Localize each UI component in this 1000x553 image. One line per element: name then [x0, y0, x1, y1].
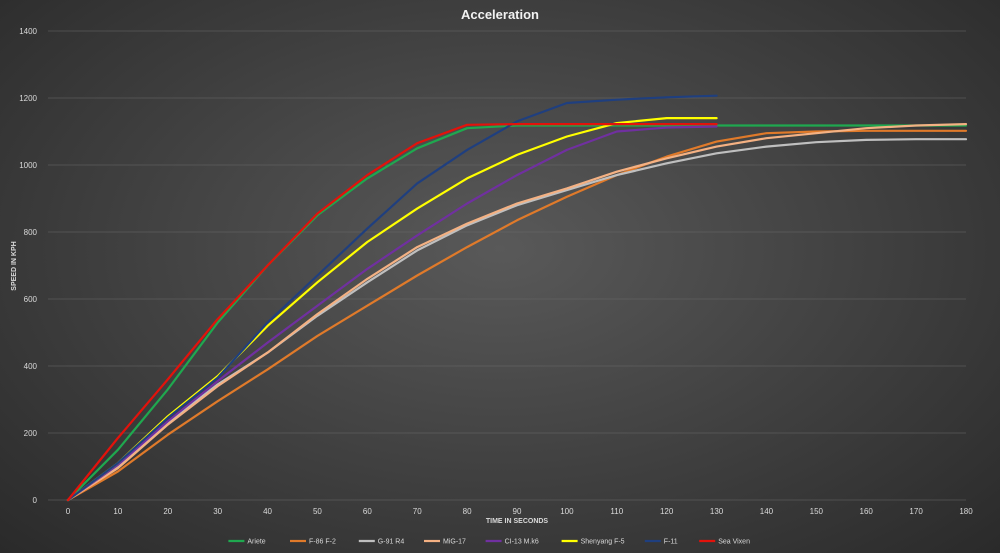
x-tick-label: 20	[163, 507, 172, 516]
x-tick-label: 100	[560, 507, 574, 516]
series-line-4	[66, 125, 718, 502]
series-line-5	[66, 116, 718, 502]
x-tick-label: 130	[710, 507, 724, 516]
y-axis-ticks: 0 200 400 600 800 1000 1200 1400	[19, 27, 37, 505]
legend-label: G-91 R4	[378, 539, 405, 546]
series-line-1	[66, 129, 968, 502]
x-tick-label: 90	[513, 507, 522, 516]
x-tick-label: 50	[313, 507, 322, 516]
x-tick-label: 80	[463, 507, 472, 516]
x-tick-label: 40	[263, 507, 272, 516]
x-tick-label: 0	[66, 507, 71, 516]
legend-label: CI-13 M.k6	[505, 539, 539, 546]
series-line-2	[66, 138, 968, 502]
legend-label: F-86 F-2	[309, 539, 336, 546]
chart-title: Acceleration	[461, 7, 539, 22]
y-tick-label: 800	[24, 228, 38, 237]
x-tick-label: 140	[760, 507, 774, 516]
legend-label: Shenyang F-5	[581, 539, 625, 546]
y-tick-label: 1000	[19, 161, 37, 170]
legend: Ariete F-86 F-2 G-91 R4 MiG-17 CI-13 M.k6 She…	[228, 539, 750, 546]
x-axis-ticks: 0 10 20 30 40 50 60 70 80 90 100 110 120 130 140 150 160…	[66, 507, 973, 516]
series-line-6	[66, 94, 718, 502]
legend-label: Ariete	[247, 539, 265, 546]
x-axis-title: TIME IN SECONDS	[486, 518, 549, 525]
x-tick-label: 150	[810, 507, 824, 516]
x-tick-label: 120	[660, 507, 674, 516]
series-lines	[66, 94, 968, 502]
y-tick-label: 600	[24, 295, 38, 304]
y-tick-label: 1400	[19, 27, 37, 36]
x-tick-label: 160	[860, 507, 874, 516]
y-axis-title: SPEED IN KPH	[11, 241, 18, 290]
x-tick-label: 70	[413, 507, 422, 516]
series-line-0	[66, 124, 968, 502]
y-tick-label: 0	[33, 496, 38, 505]
x-tick-label: 10	[113, 507, 122, 516]
y-tick-label: 200	[24, 429, 38, 438]
x-tick-label: 60	[363, 507, 372, 516]
x-tick-label: 110	[610, 507, 623, 516]
x-tick-label: 30	[213, 507, 222, 516]
x-tick-label: 170	[909, 507, 923, 516]
series-line-7	[66, 122, 718, 502]
y-tick-label: 1200	[19, 94, 37, 103]
legend-label: Sea Vixen	[718, 539, 750, 546]
gridlines	[48, 30, 966, 501]
legend-label: MiG-17	[443, 539, 466, 546]
x-tick-label: 180	[959, 507, 973, 516]
series-line-3	[66, 122, 968, 502]
legend-label: F-11	[664, 539, 678, 546]
y-tick-label: 400	[24, 362, 38, 371]
